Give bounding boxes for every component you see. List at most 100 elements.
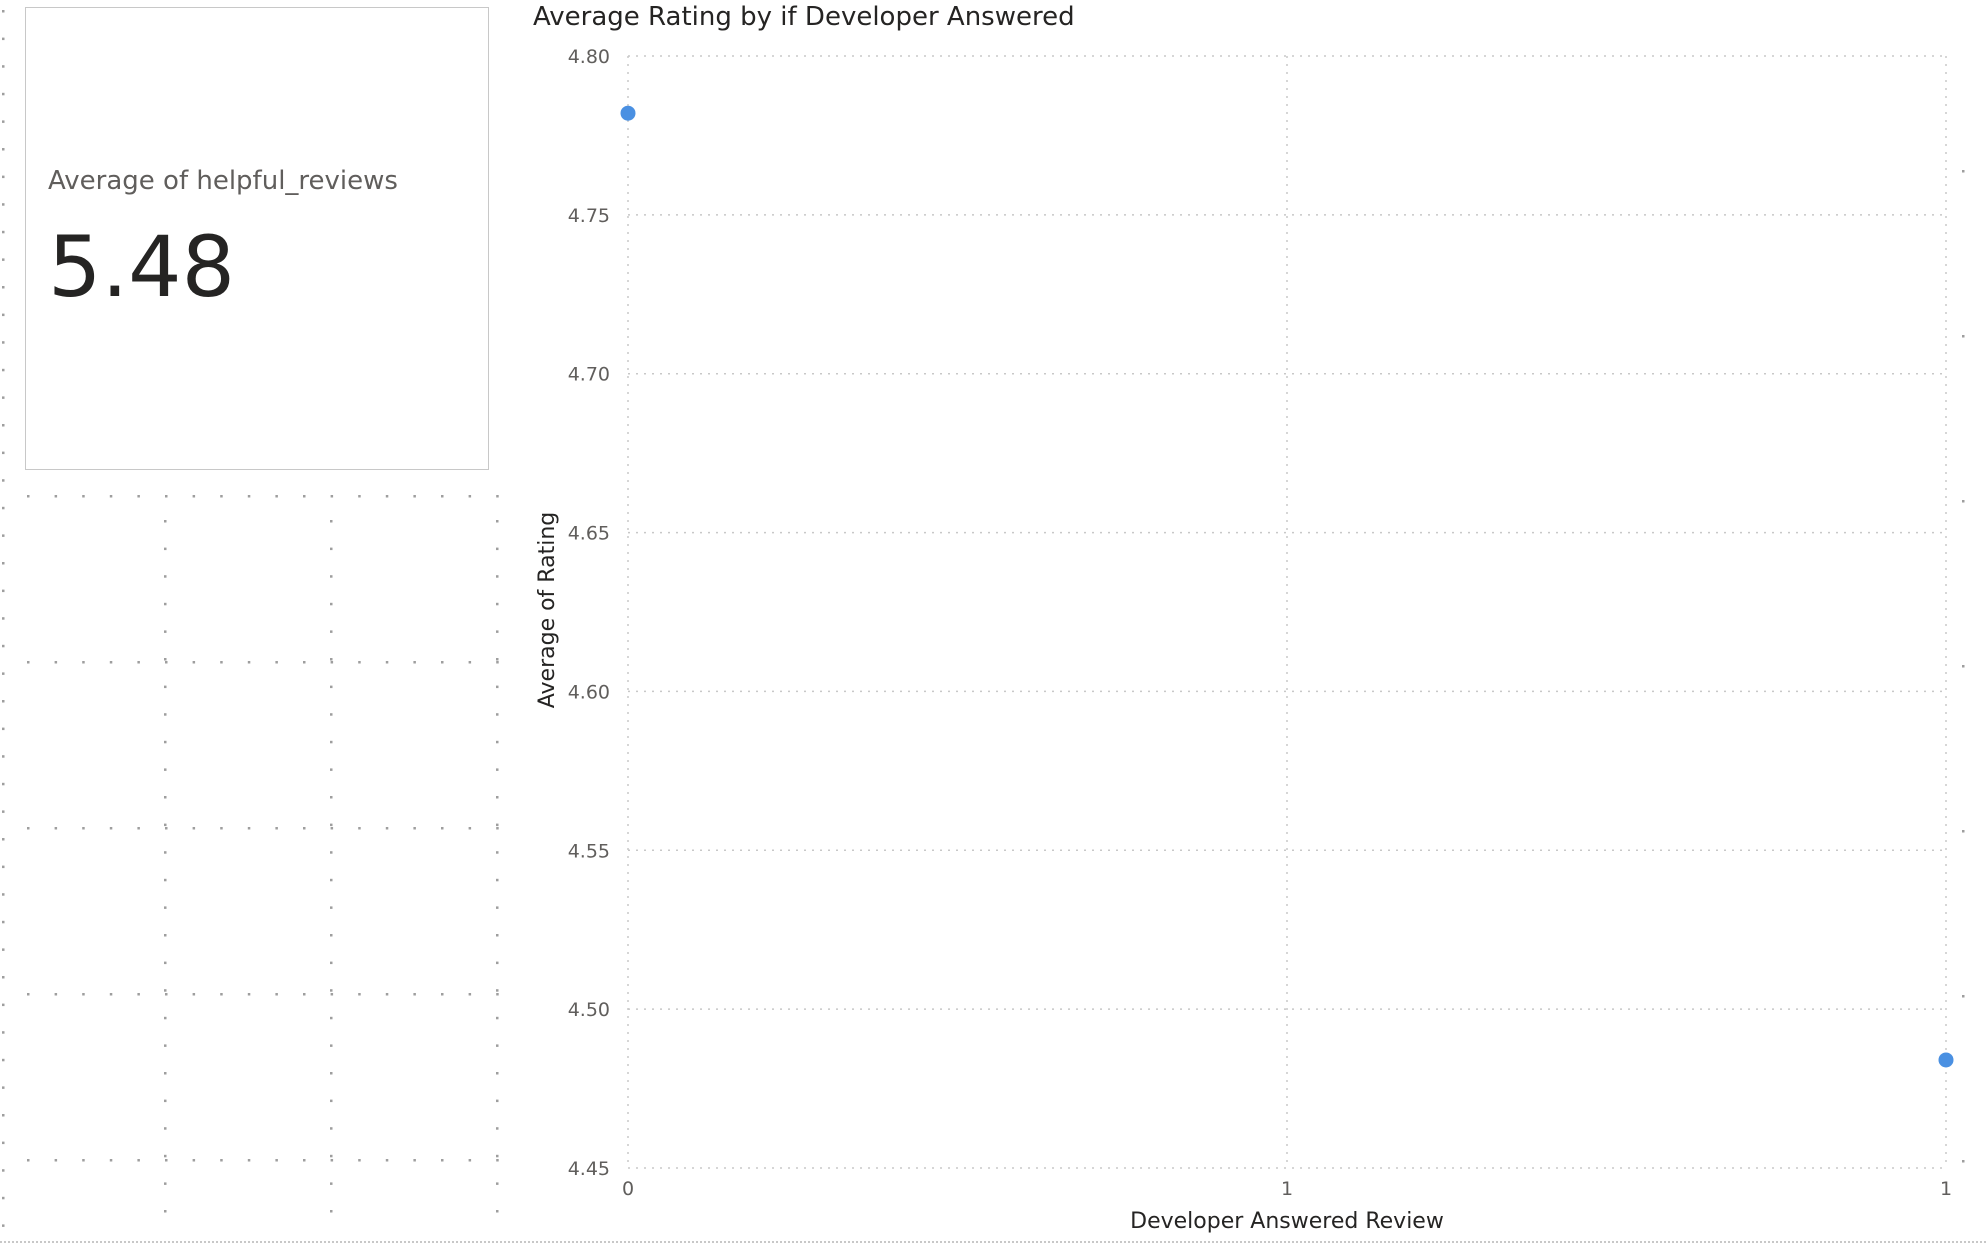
grid-dot xyxy=(137,993,140,996)
grid-dot xyxy=(330,878,333,882)
grid-dot xyxy=(303,827,306,830)
scatter-point[interactable] xyxy=(1938,1052,1954,1068)
grid-dot xyxy=(82,1159,85,1162)
grid-dot xyxy=(2,920,5,924)
grid-dot xyxy=(82,661,85,664)
grid-dot xyxy=(164,796,167,799)
kpi-card-value: 5.48 xyxy=(48,218,236,316)
grid-dot xyxy=(2,865,5,869)
grid-dot xyxy=(468,495,472,498)
grid-dot xyxy=(496,961,499,965)
page-bottom-rule xyxy=(0,1241,1986,1243)
grid-dot xyxy=(82,993,85,996)
grid-dot xyxy=(496,1016,499,1020)
grid-dot xyxy=(330,1154,333,1158)
grid-dot xyxy=(2,948,5,951)
grid-dot xyxy=(358,1159,361,1162)
grid-dot xyxy=(496,1099,499,1103)
y-axis-title: Average of Rating xyxy=(535,512,560,708)
grid-dot xyxy=(192,661,196,664)
grid-dot xyxy=(164,961,167,965)
grid-dot xyxy=(247,661,251,664)
grid-dot xyxy=(496,1072,499,1075)
grid-dot xyxy=(330,630,333,633)
grid-dot xyxy=(2,368,5,372)
grid-dot xyxy=(2,700,5,703)
grid-dot xyxy=(2,286,5,289)
grid-dot xyxy=(330,661,334,664)
grid-dot xyxy=(330,1127,333,1130)
grid-dot xyxy=(27,661,30,664)
grid-dot xyxy=(137,1159,140,1162)
grid-dot xyxy=(2,562,5,565)
grid-dot xyxy=(413,993,416,996)
grid-dot xyxy=(275,1159,278,1162)
grid-dot xyxy=(385,1159,389,1162)
grid-dot xyxy=(165,827,168,830)
grid-dot xyxy=(247,1159,251,1162)
grid-dot xyxy=(330,713,333,716)
scatter-point[interactable] xyxy=(620,105,636,121)
grid-dot xyxy=(1962,170,1965,173)
grid-dot xyxy=(496,989,499,992)
grid-dot xyxy=(2,727,5,731)
y-tick-label: 4.80 xyxy=(568,46,610,68)
grid-dot xyxy=(496,851,499,854)
grid-dot xyxy=(164,1127,167,1130)
grid-dot xyxy=(468,827,472,830)
grid-dot xyxy=(137,661,140,664)
grid-dot xyxy=(2,534,5,537)
grid-dot xyxy=(2,1086,5,1089)
grid-dot xyxy=(54,1159,58,1162)
grid-dot xyxy=(358,827,361,830)
grid-dot xyxy=(385,661,389,664)
x-tick-label: 1 xyxy=(1940,1178,1952,1200)
grid-dot xyxy=(330,796,333,799)
grid-dot xyxy=(27,1159,30,1162)
grid-dot xyxy=(2,589,5,593)
grid-dot xyxy=(303,661,306,664)
grid-dot xyxy=(496,520,499,523)
grid-dot xyxy=(2,672,5,675)
grid-dot xyxy=(385,827,389,830)
grid-dot xyxy=(2,424,5,427)
grid-dot xyxy=(468,1159,472,1162)
y-tick-label: 4.60 xyxy=(568,681,610,703)
grid-dot xyxy=(330,495,334,498)
grid-dot xyxy=(496,906,499,909)
grid-dot xyxy=(2,203,5,206)
grid-dot xyxy=(2,1031,5,1034)
grid-dot xyxy=(2,893,5,896)
grid-dot xyxy=(385,495,389,498)
grid-dot xyxy=(358,495,361,498)
x-tick-label: 0 xyxy=(622,1178,634,1200)
grid-dot xyxy=(441,495,444,498)
grid-dot xyxy=(164,1044,167,1047)
grid-dot xyxy=(165,661,168,664)
grid-dot xyxy=(2,644,5,648)
grid-dot xyxy=(496,878,499,882)
kpi-card[interactable]: Average of helpful_reviews 5.48 xyxy=(25,7,489,470)
chart-title: Average Rating by if Developer Answered xyxy=(533,2,1075,32)
grid-dot xyxy=(220,827,223,830)
grid-dot xyxy=(303,1159,306,1162)
grid-dot xyxy=(330,575,333,578)
grid-dot xyxy=(27,827,30,830)
grid-dot xyxy=(1962,335,1965,338)
scatter-chart[interactable]: Average Rating by if Developer Answered … xyxy=(520,0,1986,1244)
grid-dot xyxy=(330,520,333,523)
grid-dot xyxy=(220,495,223,498)
grid-dot xyxy=(441,993,444,996)
chart-gridlines xyxy=(627,55,1947,1169)
grid-dot xyxy=(164,851,167,854)
grid-dot xyxy=(164,1210,167,1213)
x-axis-title: Developer Answered Review xyxy=(1130,1209,1444,1234)
grid-dot xyxy=(496,740,499,744)
grid-dot xyxy=(164,906,167,909)
grid-dot xyxy=(330,934,333,937)
grid-dot xyxy=(2,479,5,482)
grid-dot xyxy=(192,827,196,830)
grid-dot xyxy=(2,313,5,317)
grid-dot xyxy=(109,1159,113,1162)
grid-dot xyxy=(220,661,223,664)
